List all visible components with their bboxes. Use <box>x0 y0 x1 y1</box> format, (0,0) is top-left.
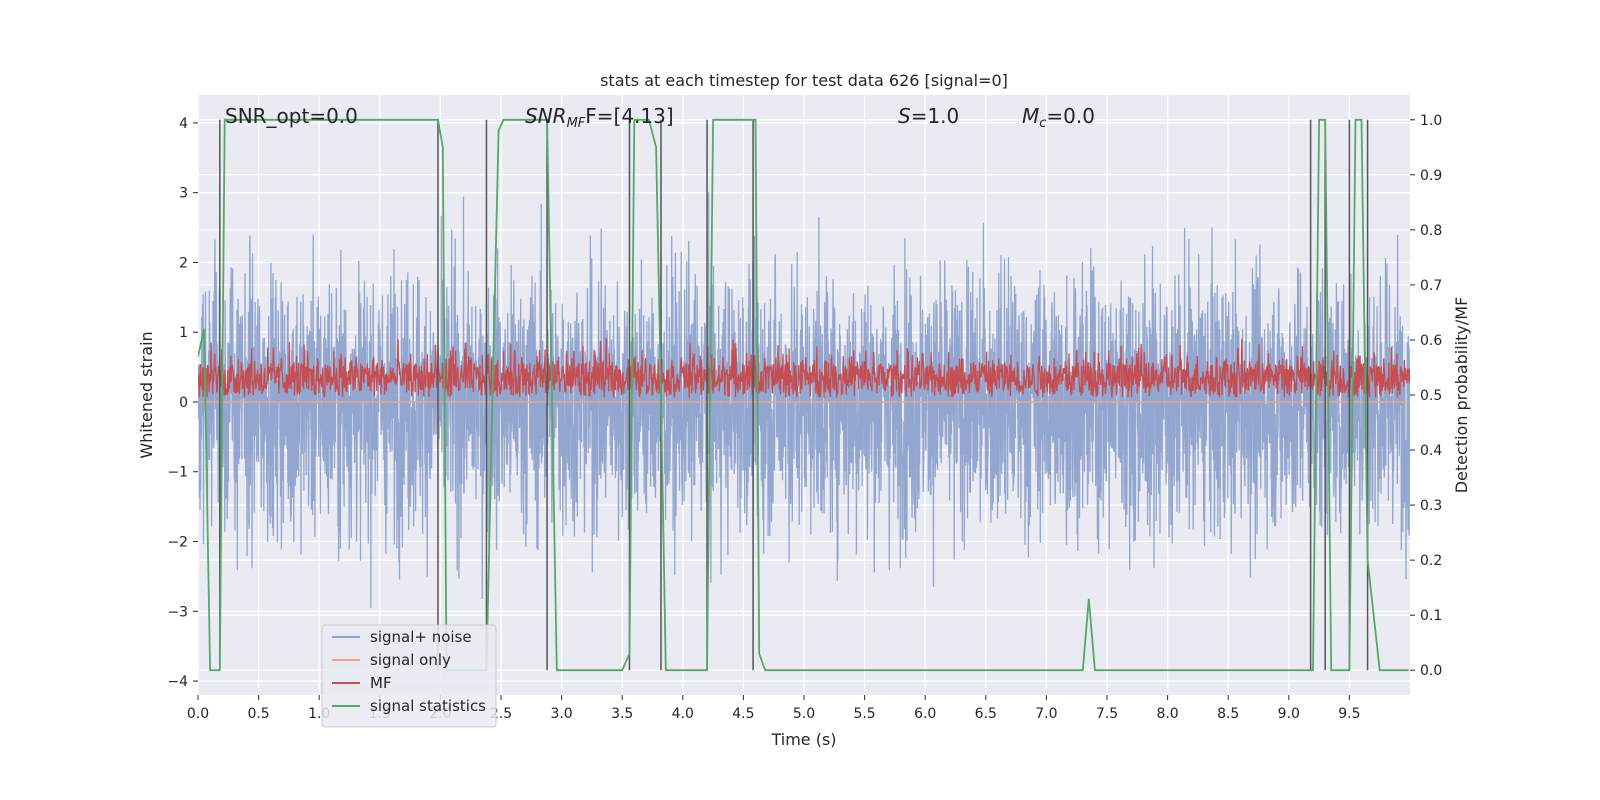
mf-line <box>198 337 1410 398</box>
y-tick-label-left: −2 <box>167 535 188 551</box>
x-tick-label: 0.5 <box>247 706 269 722</box>
y-tick-label-left: 2 <box>179 255 188 271</box>
legend-label: signal+ noise <box>370 628 472 646</box>
y-tick-label-right: 0.6 <box>1420 333 1442 349</box>
x-tick-label: 9.0 <box>1278 706 1300 722</box>
y-tick-label-right: 0.4 <box>1420 443 1442 459</box>
y-tick-label-right: 1.0 <box>1420 113 1442 129</box>
y-tick-label-left: 1 <box>179 325 188 341</box>
series-mf <box>198 337 1410 398</box>
legend-label: signal only <box>370 651 451 669</box>
y-tick-label-right: 0.2 <box>1420 553 1442 569</box>
y-tick-label-right: 0.5 <box>1420 388 1442 404</box>
x-tick-label: 4.0 <box>672 706 694 722</box>
x-tick-label: 7.0 <box>1035 706 1057 722</box>
x-tick-label: 0.0 <box>187 706 209 722</box>
x-tick-label: 8.0 <box>1156 706 1178 722</box>
y-tick-label-left: 4 <box>179 116 188 132</box>
x-axis-label: Time (s) <box>770 730 836 749</box>
annotation-s: S=1.0 <box>898 104 959 128</box>
y-tick-label-right: 0.9 <box>1420 168 1442 184</box>
annotation-mc: Mc=0.0 <box>1022 104 1095 131</box>
x-tick-label: 4.5 <box>732 706 754 722</box>
y-tick-label-right: 0.8 <box>1420 223 1442 239</box>
x-tick-label: 6.5 <box>975 706 997 722</box>
legend-label: MF <box>370 674 392 692</box>
y-axis-label-right: Detection probability/MF <box>1452 297 1471 494</box>
y-tick-label-right: 0.1 <box>1420 608 1442 624</box>
x-tick-label: 8.5 <box>1217 706 1239 722</box>
x-tick-label: 6.0 <box>914 706 936 722</box>
annotations: SNR_opt=0.0 SNRMFF=[4.13] S=1.0 Mc=0.0 <box>225 104 1095 131</box>
y-tick-label-right: 0.7 <box>1420 278 1442 294</box>
x-tick-label: 7.5 <box>1096 706 1118 722</box>
y-tick-label-left: −1 <box>167 465 188 481</box>
signal-statistics-line <box>198 118 1409 672</box>
y-tick-label-left: 0 <box>179 395 188 411</box>
y-tick-label-left: 3 <box>179 186 188 202</box>
x-tick-label: 5.0 <box>793 706 815 722</box>
y-tick-label-right: 0.3 <box>1420 498 1442 514</box>
y-axis-label-left: Whitened strain <box>137 331 156 458</box>
x-tick-label: 9.5 <box>1338 706 1360 722</box>
y-tick-label-left: −3 <box>167 604 188 620</box>
x-tick-label: 5.5 <box>853 706 875 722</box>
annotation-snr-mf: SNRMFF=[4.13] <box>525 104 674 131</box>
legend-label: signal statistics <box>370 697 486 715</box>
chart-title: stats at each timestep for test data 626… <box>600 71 1008 90</box>
legend: signal+ noise signal only MF signal statist… <box>321 624 497 728</box>
x-tick-label: 3.5 <box>611 706 633 722</box>
legend-box <box>321 624 497 728</box>
y-tick-label-left: −4 <box>167 674 188 690</box>
y-tick-label-right: 0.0 <box>1420 663 1442 679</box>
x-tick-label: 3.0 <box>550 706 572 722</box>
series-signal-statistics <box>198 118 1409 672</box>
annotation-snr-opt: SNR_opt=0.0 <box>225 104 358 128</box>
